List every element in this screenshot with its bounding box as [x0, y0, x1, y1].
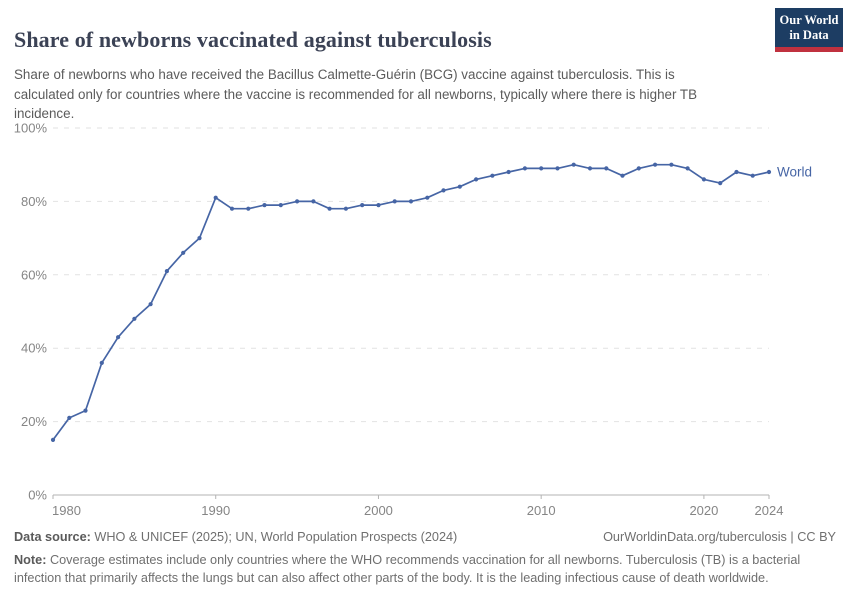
data-point-2008[interactable] — [506, 169, 511, 175]
data-point-2017[interactable] — [653, 162, 658, 167]
x-axis-tick-label: 1980 — [52, 503, 81, 518]
data-point-2016[interactable] — [636, 166, 641, 171]
data-point-1995[interactable] — [295, 199, 300, 204]
data-point-1990[interactable] — [213, 195, 218, 200]
data-point-1998[interactable] — [343, 206, 348, 211]
owid-url-link[interactable]: OurWorldinData.org/tuberculosis | CC BY — [603, 530, 836, 544]
data-point-2018[interactable] — [669, 162, 674, 167]
data-point-1994[interactable] — [278, 203, 283, 208]
y-axis-tick-label: 20% — [21, 414, 47, 429]
data-point-2009[interactable] — [522, 166, 528, 171]
chart-canvas[interactable]: 0% 20% 40% 60% 80% 100% 1980 1990 2000 2010 2020 20… — [0, 112, 850, 524]
data-point-1996[interactable] — [311, 199, 316, 204]
data-point-2013[interactable] — [587, 166, 593, 171]
y-axis-tick-label: 80% — [21, 194, 47, 209]
data-point-2014[interactable] — [604, 166, 609, 171]
x-axis-tick-label: 2010 — [527, 503, 556, 518]
data-point-1992[interactable] — [246, 206, 251, 211]
data-point-2002[interactable] — [408, 199, 414, 204]
data-point-1980[interactable] — [50, 437, 56, 442]
data-point-1989[interactable] — [197, 236, 202, 241]
x-axis-tick-label: 1990 — [201, 503, 230, 518]
y-axis-tick-label: 60% — [21, 267, 47, 282]
data-source-text: Data source: WHO & UNICEF (2025); UN, Wo… — [14, 530, 458, 544]
owid-logo[interactable]: Our World in Data — [775, 8, 843, 52]
data-point-1999[interactable] — [360, 203, 365, 208]
data-point-2001[interactable] — [392, 199, 397, 204]
note-label: Note: — [14, 553, 47, 567]
y-axis-tick-label: 100% — [14, 121, 48, 136]
data-point-2022[interactable] — [734, 169, 739, 175]
data-point-1984[interactable] — [116, 335, 121, 340]
x-axis-tick-label: 2024 — [755, 503, 784, 518]
data-point-2010[interactable] — [539, 166, 544, 171]
chart-subtitle: Share of newborns who have received the … — [14, 67, 698, 121]
data-point-2019[interactable] — [685, 166, 690, 171]
data-point-1983[interactable] — [99, 360, 104, 365]
data-point-2015[interactable] — [620, 173, 625, 178]
data-point-1987[interactable] — [164, 269, 169, 274]
line-series-world[interactable] — [52, 163, 770, 441]
data-point-2006[interactable] — [474, 177, 479, 182]
data-point-2020[interactable] — [701, 177, 707, 182]
data-point-1991[interactable] — [229, 206, 235, 211]
data-point-1993[interactable] — [262, 203, 267, 208]
y-axis-tick-label: 0% — [28, 488, 47, 503]
data-point-2023[interactable] — [750, 173, 755, 178]
data-point-1981[interactable] — [67, 415, 72, 420]
chart-footer: Data source: WHO & UNICEF (2025); UN, Wo… — [14, 530, 836, 587]
data-point-1986[interactable] — [148, 302, 153, 307]
owid-logo-line1: Our World — [779, 12, 839, 27]
chart-note: Note: Coverage estimates include only co… — [14, 553, 801, 586]
data-point-1997[interactable] — [327, 206, 332, 211]
data-point-2003[interactable] — [425, 195, 430, 200]
owid-logo-line2: in Data — [789, 27, 829, 42]
data-point-2024[interactable] — [766, 169, 772, 175]
y-axis-tick-label: 40% — [21, 341, 47, 356]
data-source-label: Data source: — [14, 530, 91, 544]
series-label-world[interactable]: World — [777, 165, 812, 180]
data-point-1985[interactable] — [132, 316, 137, 321]
data-point-2012[interactable] — [571, 162, 576, 167]
page-title: Share of newborns vaccinated against tub… — [14, 26, 492, 52]
data-point-2007[interactable] — [490, 173, 495, 178]
data-point-2021[interactable] — [718, 181, 723, 186]
x-axis-tick-label: 2020 — [689, 503, 718, 518]
data-point-2011[interactable] — [555, 166, 560, 171]
data-point-1982[interactable] — [83, 408, 88, 413]
data-point-2004[interactable] — [441, 188, 446, 193]
data-point-2000[interactable] — [376, 203, 381, 208]
data-point-2005[interactable] — [457, 184, 462, 189]
x-axis-tick-label: 2000 — [364, 503, 393, 518]
data-point-1988[interactable] — [181, 250, 186, 255]
